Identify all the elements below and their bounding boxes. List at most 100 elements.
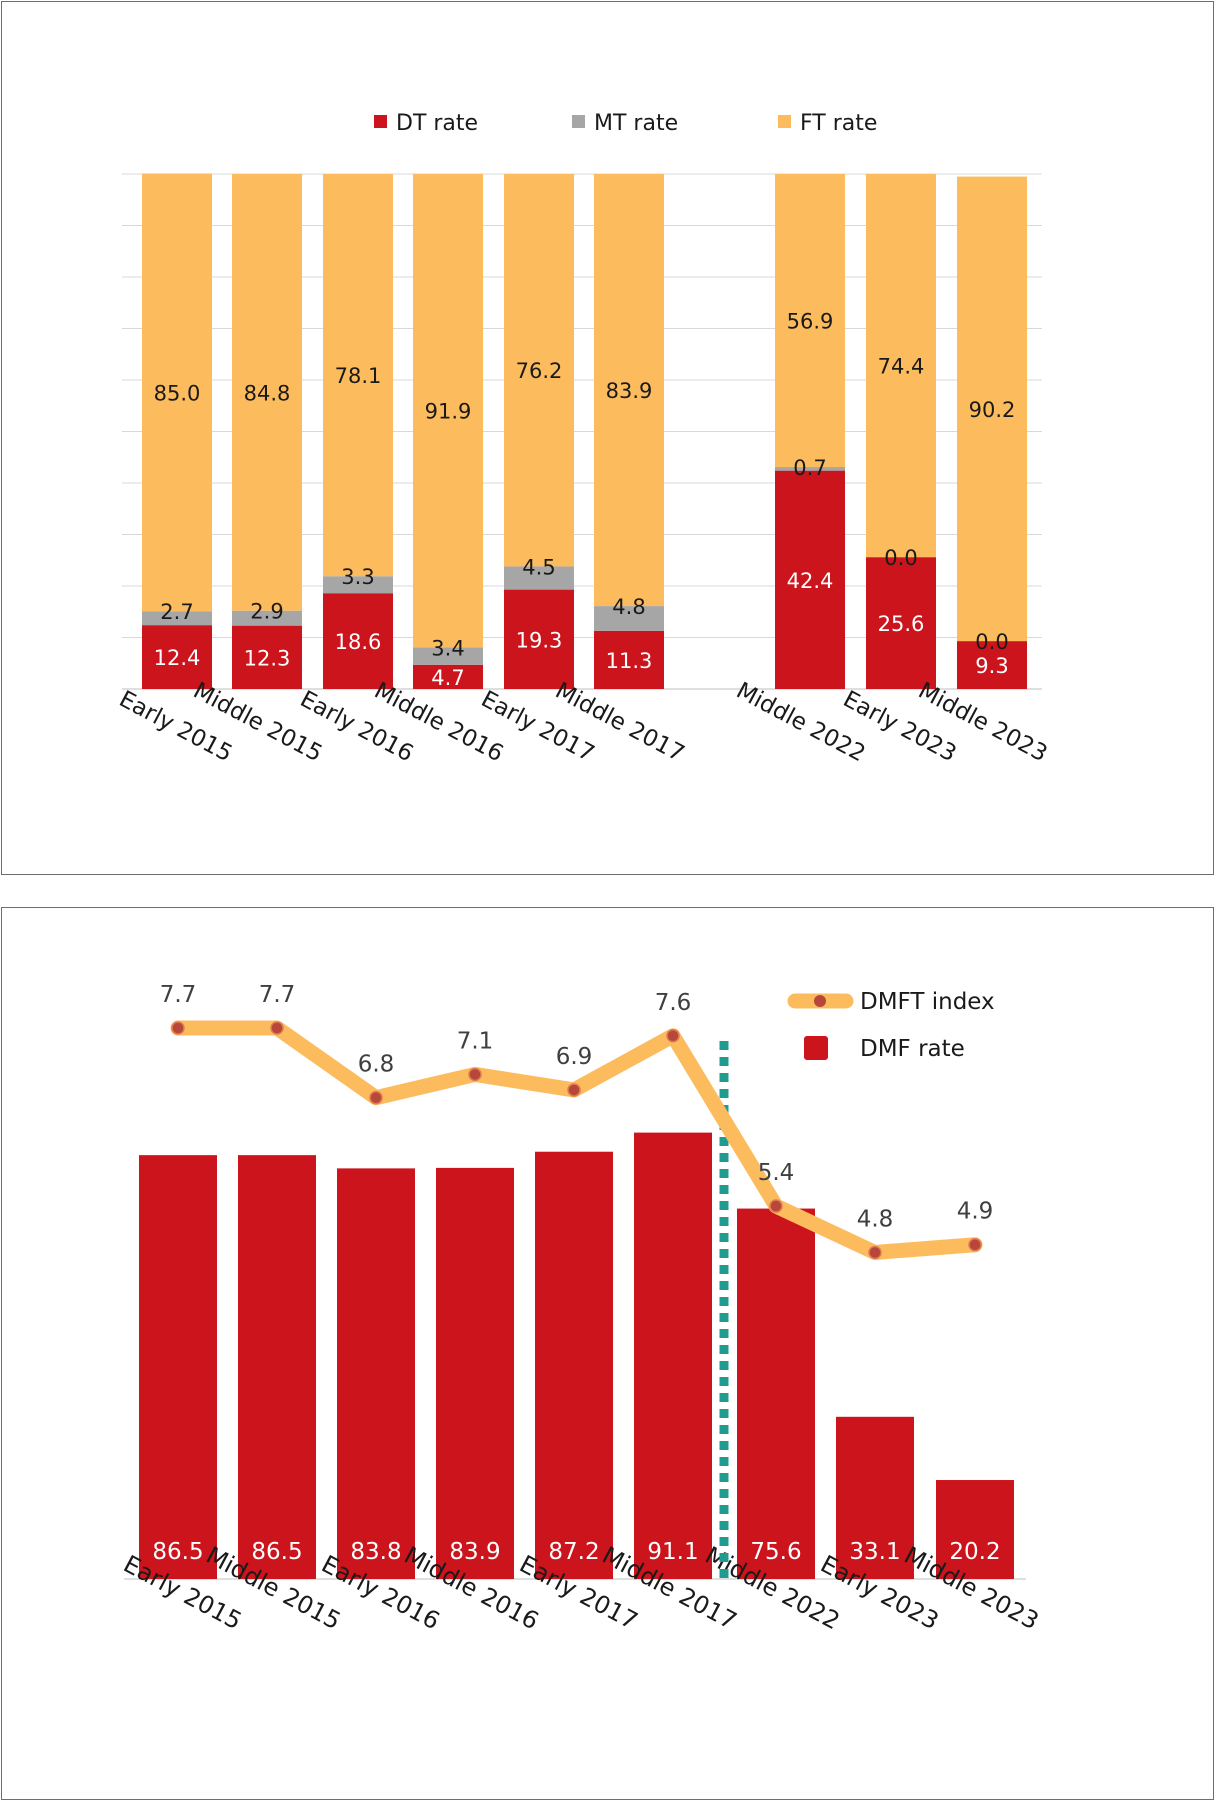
data-label-ft-rate: 76.2	[516, 359, 563, 383]
data-label-dmft-index: 4.9	[957, 1199, 994, 1225]
dmft-index-marker	[369, 1090, 383, 1105]
bar-segment-ft-rate	[413, 174, 483, 648]
data-label-ft-rate: 56.9	[787, 310, 834, 334]
data-label-dt-rate: 18.6	[335, 630, 382, 654]
data-label-dmf-rate: 86.5	[251, 1539, 302, 1565]
legend-swatch-dt-rate	[374, 115, 387, 128]
data-label-ft-rate: 83.9	[606, 379, 653, 403]
data-label-dt-rate: 42.4	[787, 569, 834, 593]
data-label-dmf-rate: 75.6	[750, 1539, 801, 1565]
data-label-dt-rate: 9.3	[975, 654, 1008, 678]
bar-segment-dt-rate	[957, 641, 1027, 689]
dmft-index-marker	[468, 1067, 482, 1082]
dmft-index-marker	[171, 1021, 185, 1035]
data-label-ft-rate: 91.9	[425, 400, 472, 424]
bar-dmf-rate	[139, 1155, 217, 1579]
data-label-mt-rate: 4.8	[612, 595, 645, 619]
data-label-dt-rate: 4.7	[431, 666, 464, 690]
bar-segment-dt-rate	[504, 589, 574, 689]
dmft-index-marker	[769, 1199, 783, 1213]
bar-segment-ft-rate	[323, 174, 393, 577]
bar-segment-ft-rate	[594, 174, 664, 607]
bar-dmf-rate	[337, 1168, 415, 1579]
bar-segment-dt-rate	[232, 625, 302, 689]
bar-segment-dt-rate	[323, 593, 393, 689]
bar-segment-mt-rate	[232, 610, 302, 626]
bar-dmf-rate	[238, 1155, 316, 1579]
legend-label-dt-rate: DT rate	[396, 111, 478, 136]
data-label-dmft-index: 5.4	[758, 1160, 795, 1186]
data-label-ft-rate: 85.0	[154, 381, 201, 405]
data-label-dmft-index: 6.9	[556, 1044, 593, 1070]
bar-segment-ft-rate	[866, 174, 936, 558]
legend-marker-dmft-index	[814, 995, 826, 1007]
data-label-mt-rate: 3.4	[431, 636, 464, 660]
dmf-rate-chart-panel: 86.5 Early 2015 86.5 Middle 2015 83.8 Early 2…	[1, 907, 1214, 1800]
data-label-mt-rate: 0.7	[793, 456, 826, 480]
legend-swatch-ft-rate	[778, 115, 791, 128]
data-label-dmft-index: 7.7	[160, 982, 197, 1008]
dmft-index-marker	[666, 1029, 680, 1043]
bar-dmf-rate	[836, 1416, 914, 1579]
bar-dmf-rate	[737, 1208, 815, 1579]
data-label-dt-rate: 12.4	[154, 646, 201, 670]
bar-segment-mt-rate	[504, 566, 574, 590]
bar-dmf-rate	[436, 1167, 514, 1579]
legend-label-ft-rate: FT rate	[800, 111, 877, 136]
bar-segment-ft-rate	[142, 173, 212, 612]
data-label-mt-rate: 2.7	[160, 600, 193, 624]
bar-segment-mt-rate	[413, 647, 483, 665]
data-label-dmft-index: 7.6	[655, 990, 692, 1016]
data-label-dmf-rate: 86.5	[152, 1539, 203, 1565]
data-label-dmf-rate: 33.1	[849, 1539, 900, 1565]
data-label-dmft-index: 7.7	[259, 982, 296, 1008]
stacked-rate-chart-panel: DT rate MT rate FT rate 12.4 2.7 85.0 Early 20…	[1, 1, 1214, 875]
bar-segment-dt-rate	[775, 470, 845, 689]
dmft-index-marker	[567, 1083, 581, 1097]
bar-segment-ft-rate	[957, 176, 1027, 642]
data-label-dmft-index: 6.8	[358, 1052, 395, 1078]
data-label-ft-rate: 84.8	[244, 381, 291, 405]
bar-segment-dt-rate	[142, 625, 212, 689]
legend-label-dmft-index: DMFT index	[860, 989, 995, 1015]
dmft-index-marker	[868, 1245, 882, 1260]
data-label-ft-rate: 90.2	[969, 398, 1016, 422]
bar-segment-mt-rate	[594, 606, 664, 631]
data-label-mt-rate: 3.3	[341, 565, 374, 589]
data-label-ft-rate: 78.1	[335, 364, 382, 388]
data-label-dt-rate: 19.3	[516, 628, 563, 652]
data-label-dmf-rate: 91.1	[647, 1539, 698, 1565]
data-label-dmft-index: 7.1	[457, 1028, 494, 1054]
bar-segment-ft-rate	[232, 174, 302, 611]
dmft-index-marker	[968, 1237, 982, 1252]
legend-label-dmf-rate: DMF rate	[860, 1036, 965, 1062]
legend-swatch-mt-rate	[572, 115, 585, 128]
data-label-mt-rate: 2.9	[250, 600, 283, 624]
bar-segment-mt-rate	[775, 467, 845, 471]
data-label-ft-rate: 74.4	[878, 355, 925, 379]
bar-segment-dt-rate	[413, 664, 483, 689]
legend-label-mt-rate: MT rate	[594, 111, 678, 136]
data-label-dmf-rate: 20.2	[949, 1539, 1000, 1565]
data-label-mt-rate: 0.0	[884, 546, 917, 570]
bar-segment-mt-rate	[323, 576, 393, 594]
bar-segment-ft-rate	[775, 174, 845, 468]
bar-dmf-rate	[634, 1132, 712, 1579]
data-label-dmf-rate: 83.8	[350, 1539, 401, 1565]
dmft-index-marker	[270, 1021, 284, 1035]
bar-segment-mt-rate	[142, 611, 212, 626]
data-label-dt-rate: 12.3	[244, 646, 291, 670]
data-label-dt-rate: 11.3	[606, 649, 653, 673]
legend-swatch-dmf-rate	[804, 1036, 828, 1060]
data-label-mt-rate: 0.0	[975, 630, 1008, 654]
bar-segment-dt-rate	[594, 630, 664, 689]
data-label-dmf-rate: 83.9	[449, 1539, 500, 1565]
bar-dmf-rate	[936, 1480, 1014, 1579]
data-label-dmf-rate: 87.2	[548, 1539, 599, 1565]
data-label-dmft-index: 4.8	[857, 1206, 894, 1232]
data-label-dt-rate: 25.6	[878, 612, 925, 636]
bar-segment-dt-rate	[866, 557, 936, 689]
bar-dmf-rate	[535, 1151, 613, 1579]
